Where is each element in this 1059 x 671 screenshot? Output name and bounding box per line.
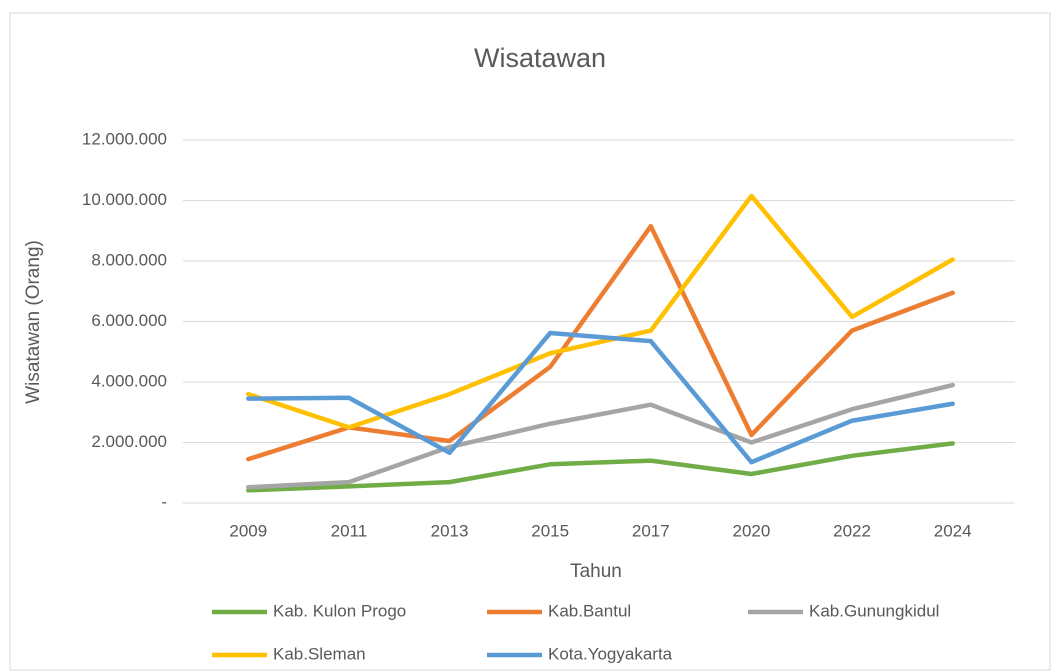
series-line <box>246 330 955 465</box>
y-tick-label: - <box>161 492 167 511</box>
y-tick-label: 10.000.000 <box>82 190 167 209</box>
y-tick-label: 4.000.000 <box>91 371 167 390</box>
chart-border <box>9 12 1051 671</box>
x-tick-label: 2011 <box>331 521 368 540</box>
y-tick-label: 2.000.000 <box>91 432 167 451</box>
y-tick-label: 12.000.000 <box>82 129 167 148</box>
x-tick-label: 2020 <box>733 521 771 540</box>
x-tick-label: 2024 <box>934 521 972 540</box>
x-tick-label: 2022 <box>833 521 871 540</box>
chart-title: Wisatawan <box>474 43 606 73</box>
y-axis-label: Wisatawan (Orang) <box>23 240 44 404</box>
series-line <box>246 441 955 493</box>
y-tick-label: 6.000.000 <box>91 311 167 330</box>
x-tick-label: 2013 <box>431 521 469 540</box>
legend-label: Kab.Sleman <box>273 644 366 663</box>
x-tick-label: 2009 <box>229 521 267 540</box>
series-line <box>246 223 955 462</box>
legend-label: Kab. Kulon Progo <box>273 601 406 620</box>
series-line <box>246 382 955 490</box>
legend-label: Kab.Gunungkidul <box>809 601 939 620</box>
series-line <box>246 193 955 430</box>
legend-label: Kota.Yogyakarta <box>548 644 673 663</box>
x-tick-label: 2015 <box>531 521 569 540</box>
x-tick-label: 2017 <box>632 521 670 540</box>
x-axis-label: Tahun <box>570 561 622 582</box>
legend-label: Kab.Bantul <box>548 601 631 620</box>
y-tick-label: 8.000.000 <box>91 250 167 269</box>
